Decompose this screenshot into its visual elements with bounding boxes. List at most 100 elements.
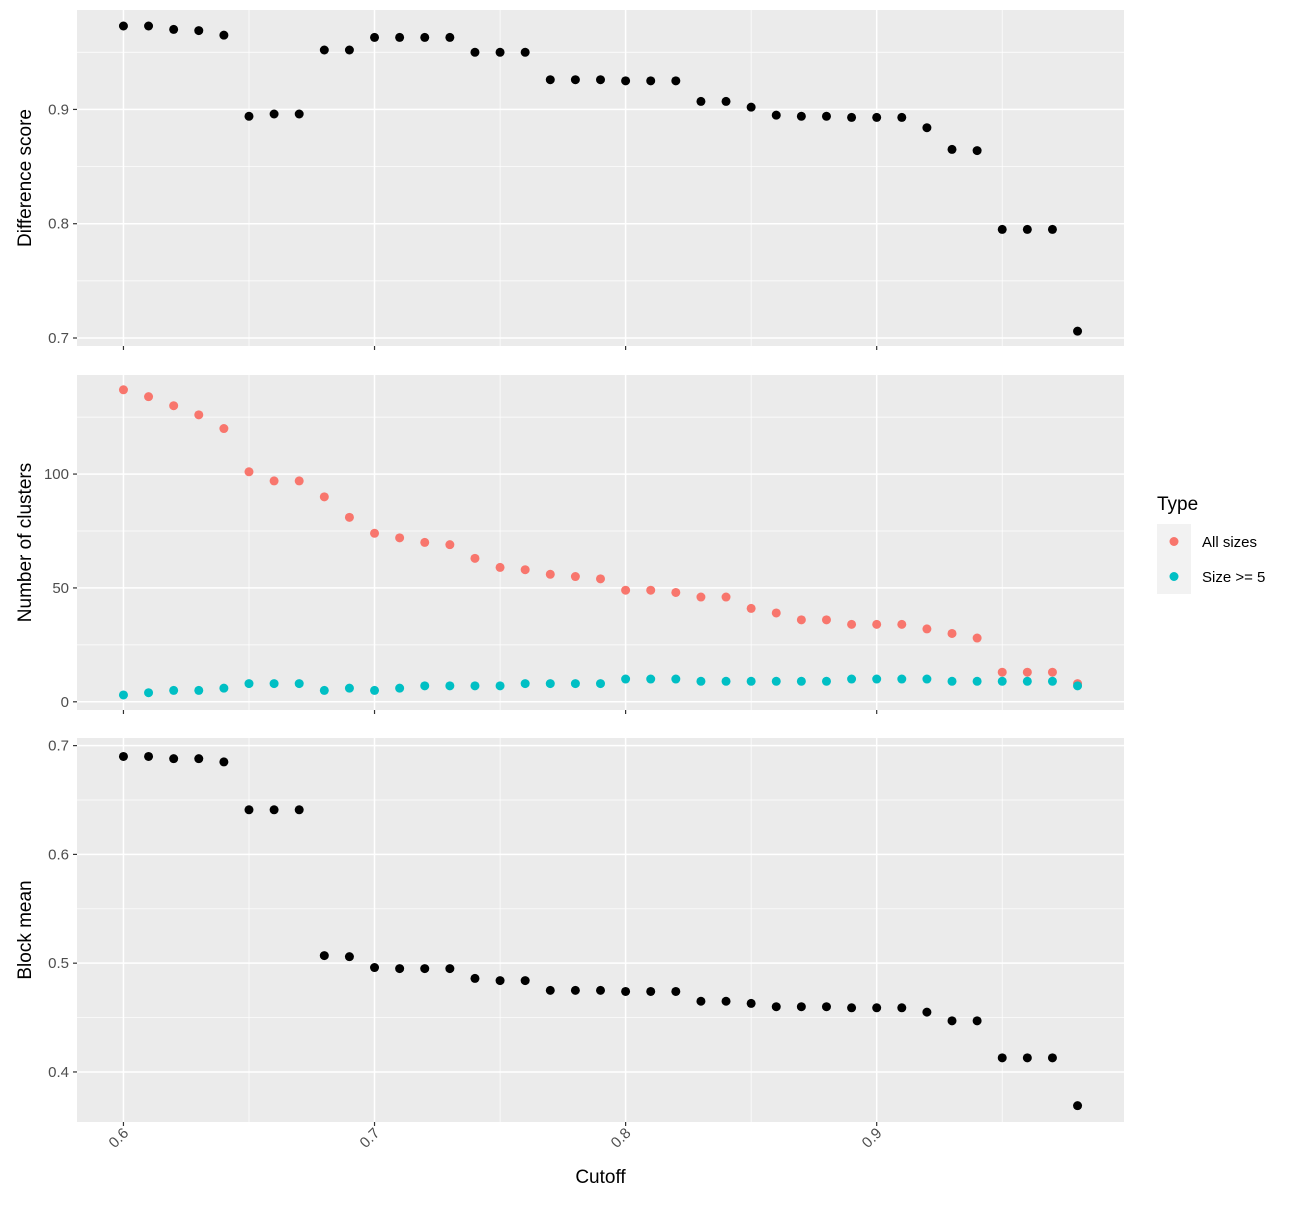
data-point — [922, 123, 932, 133]
data-point — [897, 674, 907, 684]
data-point — [395, 32, 405, 42]
data-point — [244, 111, 254, 121]
data-point — [294, 805, 304, 815]
data-point — [370, 963, 380, 973]
data-point — [621, 986, 631, 996]
y-tick-label: 50 — [52, 580, 69, 597]
series-all-sizes — [118, 385, 1083, 689]
data-point — [370, 528, 380, 538]
data-point — [972, 633, 982, 643]
data-point — [118, 385, 128, 395]
legend-label: All sizes — [1202, 534, 1257, 551]
data-point — [520, 679, 530, 689]
data-point — [319, 685, 329, 695]
data-point — [144, 21, 154, 31]
legend-item: All sizes — [1157, 524, 1257, 559]
data-point — [847, 112, 857, 122]
data-point — [269, 805, 279, 815]
data-point — [646, 585, 656, 595]
data-point — [746, 676, 756, 686]
data-point — [947, 676, 957, 686]
data-point — [847, 674, 857, 684]
data-point — [671, 986, 681, 996]
data-point — [872, 619, 882, 629]
x-tick-label: 0.8 — [608, 1125, 635, 1152]
data-point — [821, 111, 831, 121]
data-point — [420, 681, 430, 691]
data-point — [570, 985, 580, 995]
legend-title: Type — [1157, 494, 1198, 515]
data-point — [219, 30, 229, 40]
data-point — [520, 976, 530, 986]
data-point — [972, 146, 982, 156]
data-point — [646, 986, 656, 996]
data-point — [144, 688, 154, 698]
data-point — [370, 685, 380, 695]
data-point — [420, 32, 430, 42]
data-point — [520, 565, 530, 575]
y-axis-title: Difference score — [15, 109, 36, 247]
data-point — [319, 492, 329, 502]
data-point — [897, 1003, 907, 1013]
data-point — [997, 667, 1007, 677]
x-tick-label: 0.7 — [357, 1125, 384, 1152]
data-point — [897, 619, 907, 629]
data-point — [395, 683, 405, 693]
data-point — [696, 676, 706, 686]
data-point — [596, 574, 605, 584]
data-point — [821, 615, 831, 625]
facet-panels: 0.7 0.8 0.9 Difference score 0 50 100 Number of… — [15, 10, 1124, 1126]
panel-background — [77, 738, 1124, 1122]
data-point — [118, 21, 128, 31]
data-point — [570, 75, 580, 85]
data-point — [1073, 681, 1083, 691]
data-point — [319, 951, 329, 961]
data-point — [545, 985, 555, 995]
data-point — [922, 1007, 932, 1017]
data-point — [294, 679, 304, 689]
data-point — [1073, 1101, 1083, 1111]
legend-label: Size >= 5 — [1202, 569, 1265, 586]
data-point — [872, 1003, 882, 1013]
legend-item: Size >= 5 — [1157, 559, 1265, 594]
data-point — [872, 112, 882, 122]
data-point — [771, 110, 781, 120]
data-point — [796, 676, 806, 686]
data-point — [721, 676, 731, 686]
data-point — [646, 76, 656, 86]
data-point — [169, 754, 179, 764]
data-point — [947, 144, 957, 154]
data-point — [194, 26, 204, 36]
data-point — [470, 681, 480, 691]
data-point — [545, 569, 555, 579]
data-point — [420, 964, 430, 974]
data-point — [1047, 667, 1057, 677]
series-panel3-points — [118, 751, 1083, 1111]
data-point — [847, 1003, 857, 1013]
data-point — [746, 603, 756, 613]
data-point — [294, 476, 304, 486]
x-tick-label: 0.6 — [106, 1125, 133, 1152]
data-point — [721, 996, 731, 1006]
data-point — [821, 676, 831, 686]
data-point — [244, 679, 254, 689]
data-point — [194, 685, 204, 695]
data-point — [796, 111, 806, 121]
data-point — [344, 512, 354, 522]
data-point — [344, 45, 354, 55]
data-point — [545, 75, 555, 85]
panel-background — [77, 375, 1124, 710]
data-point — [219, 683, 229, 693]
data-point — [495, 681, 505, 691]
panel-2: 0 50 100 Number of clusters — [15, 375, 1124, 714]
data-point — [269, 476, 279, 486]
y-tick-label: 0.8 — [48, 216, 69, 233]
legend-swatch — [1169, 537, 1179, 546]
data-point — [169, 685, 179, 695]
data-point — [621, 76, 631, 86]
data-point — [1022, 224, 1032, 234]
data-point — [169, 401, 179, 411]
data-point — [1022, 676, 1032, 686]
data-point — [1022, 1053, 1032, 1063]
